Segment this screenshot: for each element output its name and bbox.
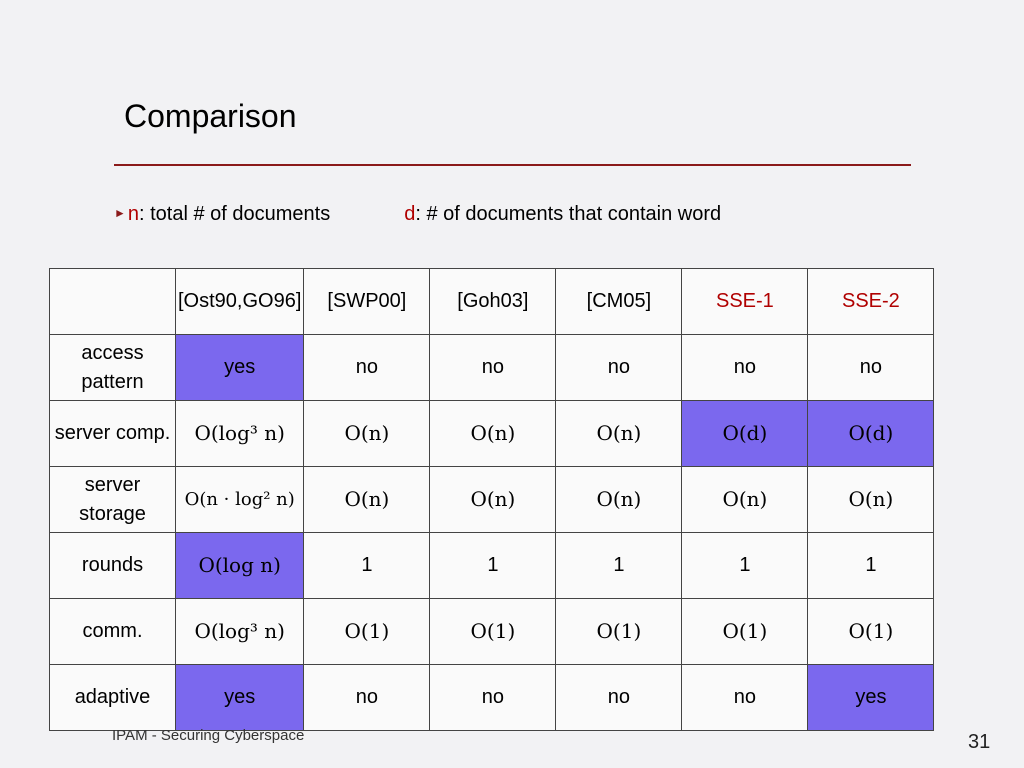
table-cell: O(n) [681,466,809,533]
header-cm05: [CM05] [555,268,683,335]
slide-title: Comparison [124,98,297,134]
title-divider [114,164,911,166]
row-label: rounds [49,532,176,599]
table-cell: 1 [807,532,935,599]
table-cell: O(1) [303,598,431,665]
table-cell: no [555,664,683,731]
table-cell: yes [174,664,305,731]
table-cell: 1 [303,532,431,599]
table-row-server-storage: server storage O(n · log² n) O(n) O(n) O… [49,466,935,533]
bullet-icon: ► [114,206,126,220]
table-cell: O(d) [807,400,935,467]
table-cell: O(n) [303,466,431,533]
table-cell: no [807,334,935,401]
table-cell: yes [807,664,935,731]
footer-text: IPAM - Securing Cyberspace [112,727,305,744]
table-header-row: [Ost90,GO96] [SWP00] [Goh03] [CM05] SSE-… [49,268,935,335]
table-cell: O(log n) [174,532,305,599]
table-cell: no [429,664,557,731]
header-sse-1: SSE-1 [681,268,809,335]
page-number: 31 [968,731,991,753]
table-row-rounds: rounds O(log n) 1 1 1 1 1 [49,532,935,599]
table-cell: O(1) [429,598,557,665]
comparison-table: [Ost90,GO96] [SWP00] [Goh03] [CM05] SSE-… [49,268,935,731]
table-cell: O(n) [429,400,557,467]
table-cell: O(1) [555,598,683,665]
header-empty [49,268,176,335]
table-cell: O(log³ n) [174,400,305,467]
table-cell: 1 [681,532,809,599]
table-cell: O(d) [681,400,809,467]
definitions-line: ► n: total # of documents d: # of document… [114,203,721,226]
row-label: server comp. [49,400,176,467]
table-cell: O(n) [555,400,683,467]
n-variable: n [127,203,140,225]
table-cell: no [681,334,809,401]
table-cell: O(1) [681,598,809,665]
header-ost90-go96: [Ost90,GO96] [174,268,305,335]
table-row-comm: comm. O(log³ n) O(1) O(1) O(1) O(1) O(1) [49,598,935,665]
table-cell: no [555,334,683,401]
table-row-server-comp: server comp. O(log³ n) O(n) O(n) O(n) O(… [49,400,935,467]
d-variable: d [404,203,416,225]
row-label: access pattern [49,334,176,401]
table-cell: O(n · log² n) [174,466,305,533]
table-row-access-pattern: access pattern yes no no no no no [49,334,935,401]
table-cell: yes [174,334,305,401]
row-label: comm. [49,598,176,665]
table-cell: O(n) [555,466,683,533]
table-cell: 1 [429,532,557,599]
header-swp00: [SWP00] [303,268,431,335]
table-cell: O(log³ n) [174,598,305,665]
table-row-adaptive: adaptive yes no no no no yes [49,664,935,731]
row-label: server storage [49,466,176,533]
table-cell: O(n) [303,400,431,467]
n-definition: : total # of documents [139,203,331,225]
table-cell: no [429,334,557,401]
d-definition: : # of documents that contain word [415,203,722,225]
table-cell: no [303,664,431,731]
table-cell: O(1) [807,598,935,665]
row-label: adaptive [49,664,176,731]
table-cell: 1 [555,532,683,599]
header-goh03: [Goh03] [429,268,557,335]
header-sse-2: SSE-2 [807,268,935,335]
table-cell: no [681,664,809,731]
table-cell: O(n) [807,466,935,533]
table-cell: no [303,334,431,401]
table-cell: O(n) [429,466,557,533]
